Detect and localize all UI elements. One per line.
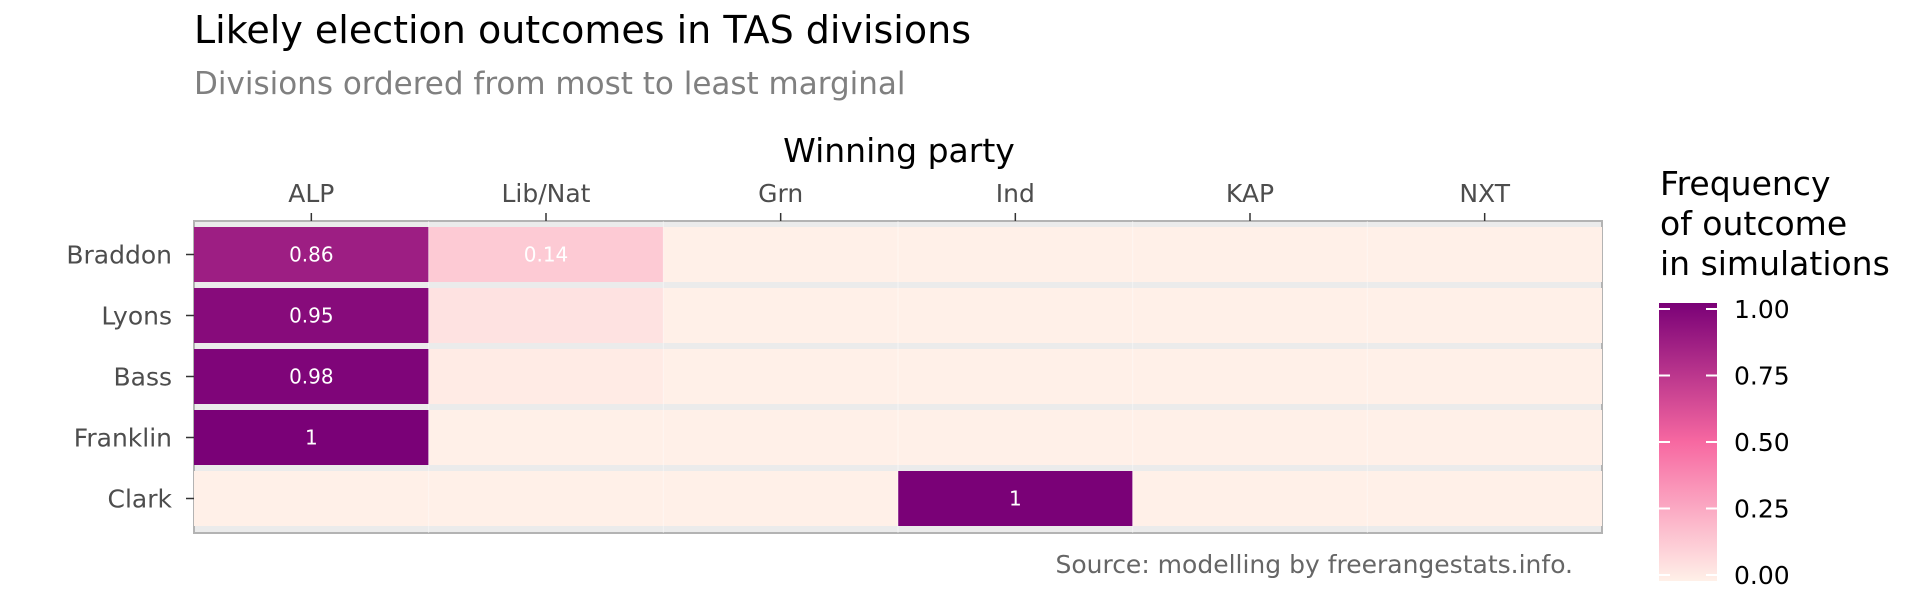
legend-tick-label: 1.00	[1734, 295, 1790, 324]
heatmap-cell	[898, 349, 1133, 404]
heatmap-cell	[428, 471, 664, 526]
heatmap-cell	[428, 227, 664, 282]
heatmap-cell	[898, 227, 1133, 282]
legend-title-line: Frequency	[1660, 164, 1831, 203]
heatmap-cell	[1132, 288, 1368, 343]
x-axis-title: Winning party	[783, 131, 1015, 170]
chart-subtitle: Divisions ordered from most to least mar…	[194, 66, 906, 102]
heatmap-cell	[898, 288, 1133, 343]
heatmap-cell	[663, 471, 898, 526]
cell-value-label: 0.98	[289, 365, 334, 389]
heatmap-cell	[663, 288, 898, 343]
heatmap-cell	[194, 471, 429, 526]
x-tick-label: Grn	[758, 179, 803, 208]
y-tick-label: Franklin	[74, 424, 172, 453]
heatmap-cell	[194, 227, 429, 282]
y-tick-label: Braddon	[66, 241, 172, 270]
heatmap-cell	[1367, 471, 1602, 526]
heatmap-cell	[1132, 349, 1368, 404]
legend-tick-label: 0.25	[1734, 495, 1790, 524]
cell-value-label: 0.95	[289, 304, 334, 328]
x-tick-label: NXT	[1459, 179, 1510, 208]
heatmap-cell	[1132, 227, 1368, 282]
heatmap-cell	[1367, 227, 1602, 282]
legend-title-line: of outcome	[1660, 204, 1848, 243]
heatmap-cell	[194, 288, 429, 343]
cell-value-label: 1	[1009, 487, 1022, 511]
chart-title: Likely election outcomes in TAS division…	[194, 8, 971, 52]
legend-title: Frequency of outcome in simulations	[1660, 164, 1915, 284]
legend-tick-label: 0.50	[1734, 428, 1790, 457]
x-tick-label: ALP	[288, 179, 334, 208]
heatmap-cell	[1367, 288, 1602, 343]
x-tick-label: Lib/Nat	[502, 179, 591, 208]
cell-value-label: 0.14	[524, 243, 569, 267]
heatmap-cell	[663, 410, 898, 465]
y-tick-label: Clark	[108, 485, 173, 514]
heatmap-cell	[194, 349, 429, 404]
legend-tick-label: 0.75	[1734, 362, 1790, 391]
heatmap-cell	[428, 349, 664, 404]
y-tick-label: Lyons	[101, 302, 172, 331]
source-caption: Source: modelling by freerangestats.info…	[1055, 550, 1573, 579]
x-tick-label: KAP	[1226, 179, 1274, 208]
heatmap-cell	[1132, 471, 1368, 526]
legend-tick-label: 0.00	[1734, 561, 1790, 590]
heatmap-cell	[428, 288, 664, 343]
cell-value-label: 0.86	[289, 243, 334, 267]
heatmap-cell	[1367, 349, 1602, 404]
heatmap-cell	[1132, 410, 1368, 465]
heatmap-cell	[1367, 410, 1602, 465]
heatmap-cell	[194, 410, 429, 465]
y-tick-label: Bass	[113, 363, 172, 392]
cell-value-label: 1	[305, 426, 318, 450]
legend-title-line: in simulations	[1660, 244, 1890, 283]
heatmap-cell	[428, 410, 664, 465]
heatmap-cell	[898, 471, 1133, 526]
x-tick-label: Ind	[996, 179, 1035, 208]
heatmap-cell	[663, 227, 898, 282]
heatmap-cell	[898, 410, 1133, 465]
heatmap-cell	[663, 349, 898, 404]
